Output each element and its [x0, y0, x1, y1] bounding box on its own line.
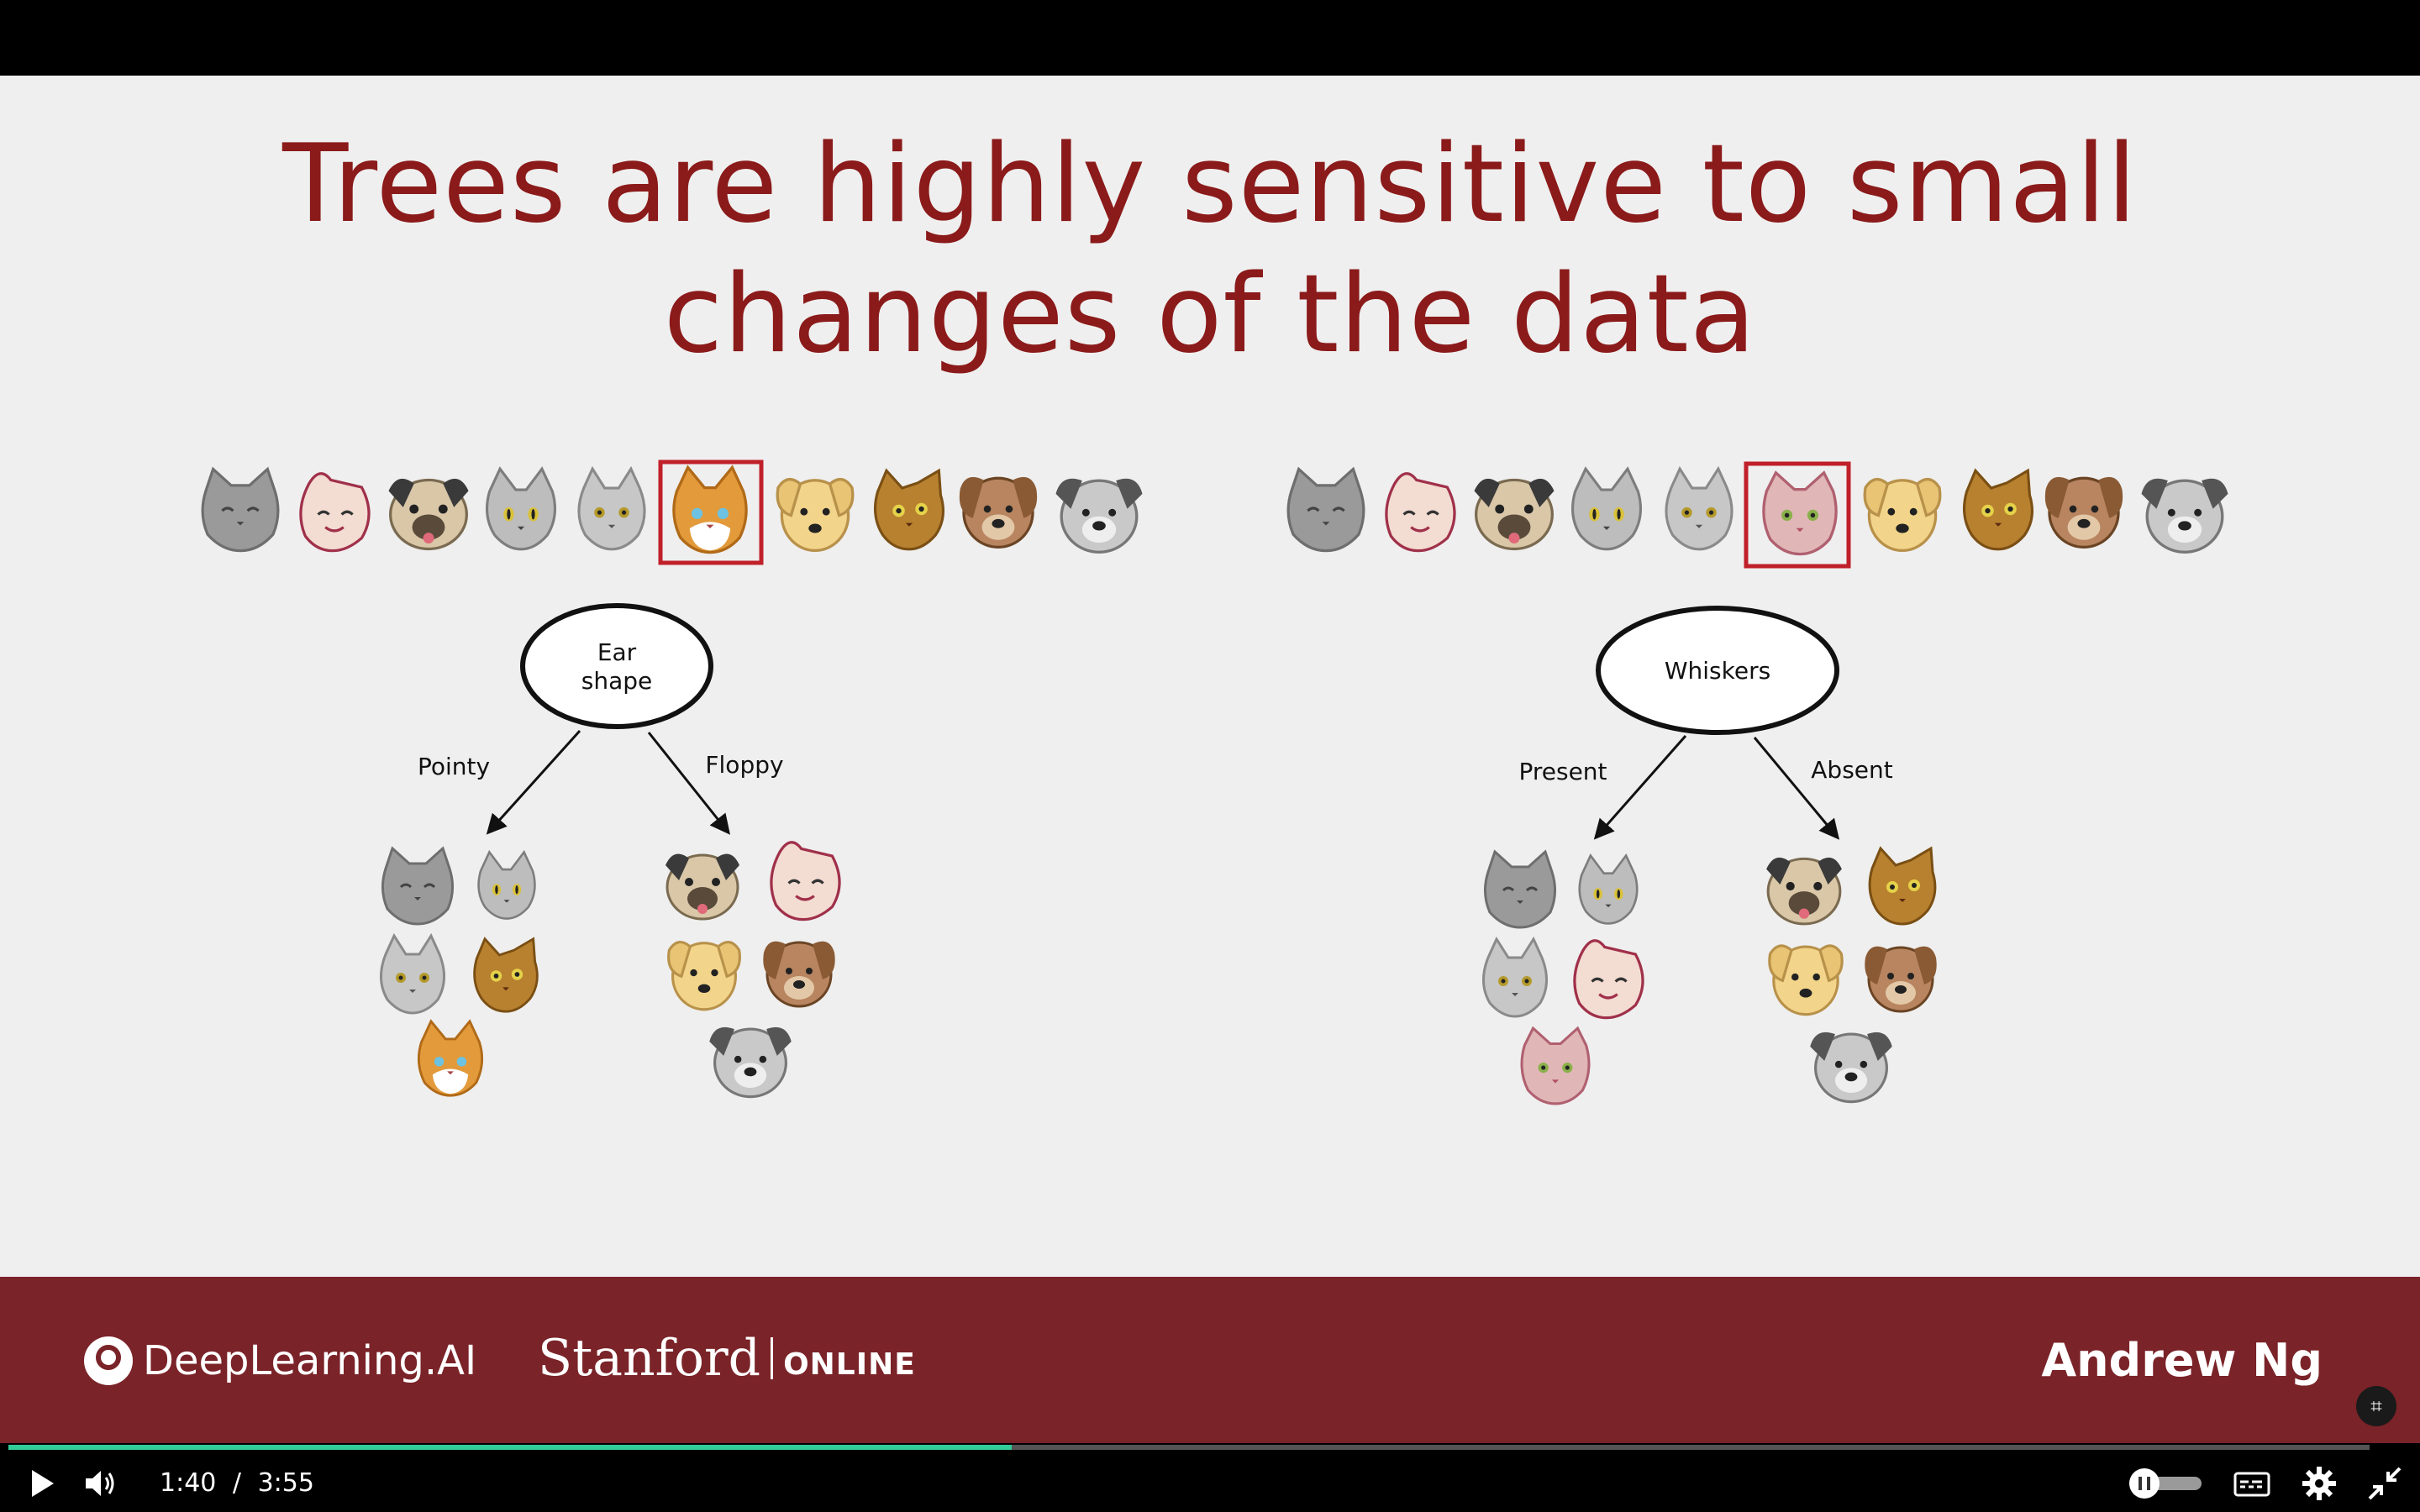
left-highlight-box: [658, 459, 764, 565]
time-separator: /: [232, 1468, 242, 1498]
right-animal-row: [1286, 461, 2230, 569]
left-animal-row: [201, 459, 1144, 565]
slide-title: Trees are highly sensitive to small chan…: [0, 119, 2420, 380]
right-root-node: [1596, 606, 1839, 735]
right-root-label: Whiskers: [1665, 657, 1770, 685]
right-highlight-box: [1744, 461, 1851, 569]
left-root-label-line-2: shape: [581, 667, 653, 695]
autoplay-toggle[interactable]: [2126, 1467, 2207, 1500]
logo-divider: [771, 1337, 774, 1379]
top-letterbox: [0, 0, 2420, 76]
captions-icon[interactable]: [2232, 1467, 2272, 1500]
left-root-node: [520, 603, 713, 729]
current-time: 1:40: [160, 1468, 217, 1498]
lecture-slide: Trees are highly sensitive to small chan…: [0, 76, 2420, 1277]
left-decision-tree: [379, 603, 841, 1099]
decision-tree-figure: Ear shape Pointy Floppy Whiskers Present…: [201, 459, 2230, 1105]
left-branch-label: Pointy: [418, 753, 490, 780]
volume-icon[interactable]: [82, 1467, 119, 1500]
transcript-scan-icon[interactable]: ⌗: [2356, 1386, 2396, 1426]
right-branch-label: Floppy: [705, 751, 783, 779]
slide-title-line-1: Trees are highly sensitive to small: [282, 122, 2138, 247]
left-root-label-line-1: Ear: [597, 638, 637, 666]
left-right-group: [664, 841, 841, 1099]
playback-time: 1:40 / 3:55: [160, 1468, 314, 1498]
settings-icon[interactable]: [2301, 1465, 2338, 1502]
left-left-group: [379, 847, 539, 1097]
right-right-group: [1765, 847, 1939, 1104]
slide-footer: DeepLearning.AI Stanford ONLINE Andrew N…: [0, 1277, 2420, 1443]
slide-title-line-2: changes of the data: [663, 252, 1757, 377]
deeplearning-logo: DeepLearning.AI: [84, 1336, 476, 1386]
exit-fullscreen-icon[interactable]: [2366, 1465, 2403, 1502]
stanford-online-logo: Stanford ONLINE: [538, 1329, 916, 1388]
deeplearning-logo-icon: [84, 1336, 133, 1385]
stanford-text: Stanford: [538, 1329, 761, 1388]
right-left-group: [1481, 850, 1644, 1105]
duration: 3:55: [257, 1468, 314, 1498]
video-controls-bar: [0, 1443, 2420, 1512]
video-progress-bar[interactable]: [8, 1445, 2370, 1450]
brand-text: DeepLearning.AI: [143, 1337, 477, 1384]
author-name: Andrew Ng: [2041, 1334, 2323, 1387]
online-text: ONLINE: [783, 1347, 916, 1382]
right-decision-tree: [1481, 606, 1939, 1105]
play-icon[interactable]: [25, 1467, 59, 1500]
right-tree-left-branch-label: Present: [1518, 758, 1607, 785]
progress-fill: [8, 1445, 1013, 1450]
right-tree-right-branch-label: Absent: [1811, 756, 1892, 784]
